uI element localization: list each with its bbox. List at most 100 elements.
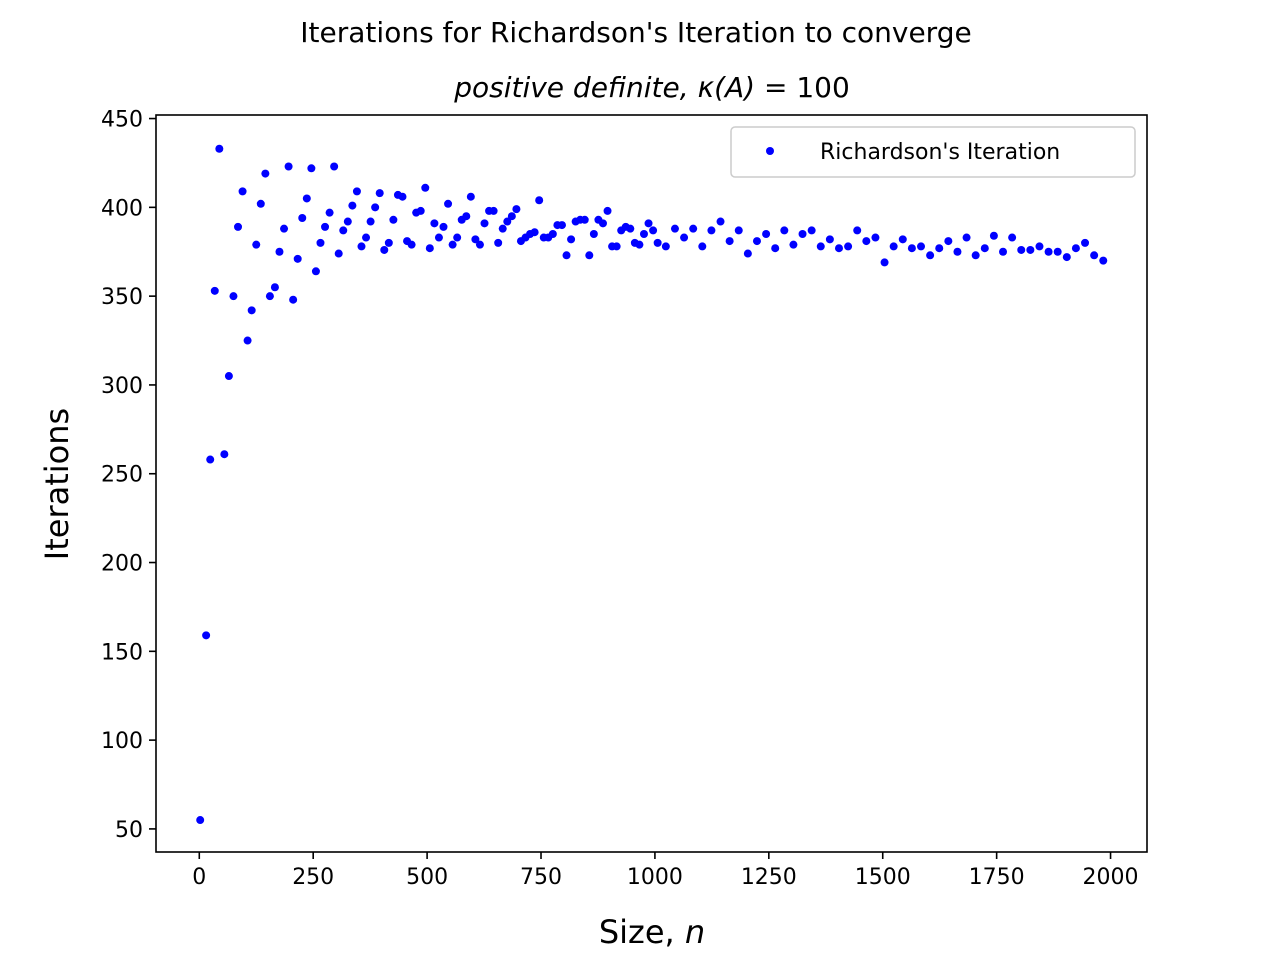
data-point xyxy=(302,194,311,203)
data-point xyxy=(771,244,780,253)
y-tick-label: 100 xyxy=(101,729,143,754)
data-point xyxy=(380,245,389,254)
data-point xyxy=(971,251,980,260)
data-point xyxy=(989,231,998,240)
data-point xyxy=(834,244,843,253)
data-point xyxy=(935,244,944,253)
data-point xyxy=(430,219,439,228)
data-point xyxy=(334,249,343,258)
data-point xyxy=(698,242,707,251)
data-point xyxy=(247,306,256,315)
data-point xyxy=(853,226,862,235)
data-point xyxy=(612,242,621,251)
x-axis-label-text: Size, xyxy=(599,913,685,951)
data-point xyxy=(275,247,284,256)
data-point xyxy=(798,229,807,238)
data-point xyxy=(224,372,233,381)
data-point xyxy=(512,205,521,214)
data-point xyxy=(944,237,953,246)
legend-box xyxy=(730,126,1136,178)
data-point xyxy=(234,222,243,231)
data-point xyxy=(498,224,507,233)
data-points xyxy=(196,144,1108,825)
y-tick-label: 300 xyxy=(101,374,143,399)
data-point xyxy=(325,208,334,217)
x-tick-label: 750 xyxy=(520,865,562,890)
data-point xyxy=(293,254,302,263)
data-point xyxy=(243,336,252,345)
x-tick-label: 1750 xyxy=(969,865,1025,890)
data-point xyxy=(1062,253,1071,262)
data-point xyxy=(384,238,393,247)
data-point xyxy=(953,247,962,256)
data-point xyxy=(270,283,279,292)
data-point xyxy=(196,816,205,825)
data-point xyxy=(789,240,798,249)
data-point xyxy=(862,237,871,246)
data-point xyxy=(494,238,503,247)
data-point xyxy=(716,217,725,226)
data-point xyxy=(780,226,789,235)
data-point xyxy=(661,242,670,251)
data-point xyxy=(535,196,544,205)
y-tick-label: 250 xyxy=(101,463,143,488)
data-point xyxy=(256,199,265,208)
data-point xyxy=(1044,247,1053,256)
legend: Richardson's Iteration xyxy=(730,126,1136,178)
data-point xyxy=(999,247,1008,256)
data-point xyxy=(670,224,679,233)
data-point xyxy=(635,240,644,249)
data-point xyxy=(1090,251,1099,260)
data-point xyxy=(362,233,371,242)
data-point xyxy=(261,169,270,178)
data-point xyxy=(466,192,475,201)
y-axis-label: Iterations xyxy=(38,408,76,560)
data-point xyxy=(453,233,462,242)
data-point xyxy=(489,206,498,215)
data-point xyxy=(238,187,247,196)
data-point xyxy=(598,219,607,228)
x-tick-label: 500 xyxy=(406,865,448,890)
data-point xyxy=(980,244,989,253)
data-point xyxy=(762,229,771,238)
data-point xyxy=(425,244,434,253)
data-point xyxy=(626,224,635,233)
data-point xyxy=(589,229,598,238)
data-point xyxy=(398,192,407,201)
x-axis-label: Size, n xyxy=(599,913,705,951)
data-point xyxy=(434,233,443,242)
data-point xyxy=(603,206,612,215)
subtitle-equals: = 100 xyxy=(755,71,850,104)
data-point xyxy=(871,233,880,242)
y-tick-label: 50 xyxy=(115,818,143,843)
data-point xyxy=(265,292,274,301)
data-point xyxy=(206,455,215,464)
data-point xyxy=(311,267,320,276)
data-point xyxy=(680,233,689,242)
data-point xyxy=(330,162,339,171)
data-point xyxy=(475,240,484,249)
data-point xyxy=(371,203,380,212)
data-point xyxy=(1053,247,1062,256)
data-point xyxy=(321,222,330,231)
data-point xyxy=(1008,233,1017,242)
data-point xyxy=(289,295,298,304)
data-point xyxy=(343,217,352,226)
data-point xyxy=(807,226,816,235)
data-point xyxy=(644,219,653,228)
y-tick-label: 150 xyxy=(101,640,143,665)
data-point xyxy=(898,235,907,244)
data-point xyxy=(366,217,375,226)
x-tick-label: 2000 xyxy=(1083,865,1139,890)
data-point xyxy=(907,244,916,253)
data-point xyxy=(416,206,425,215)
data-point xyxy=(298,214,307,223)
data-point xyxy=(407,240,416,249)
data-point xyxy=(352,187,361,196)
x-tick-label: 1000 xyxy=(627,865,683,890)
data-point xyxy=(448,240,457,249)
subtitle-prefix: positive definite, xyxy=(453,71,697,104)
x-tick-label: 250 xyxy=(292,865,334,890)
data-point xyxy=(548,229,557,238)
